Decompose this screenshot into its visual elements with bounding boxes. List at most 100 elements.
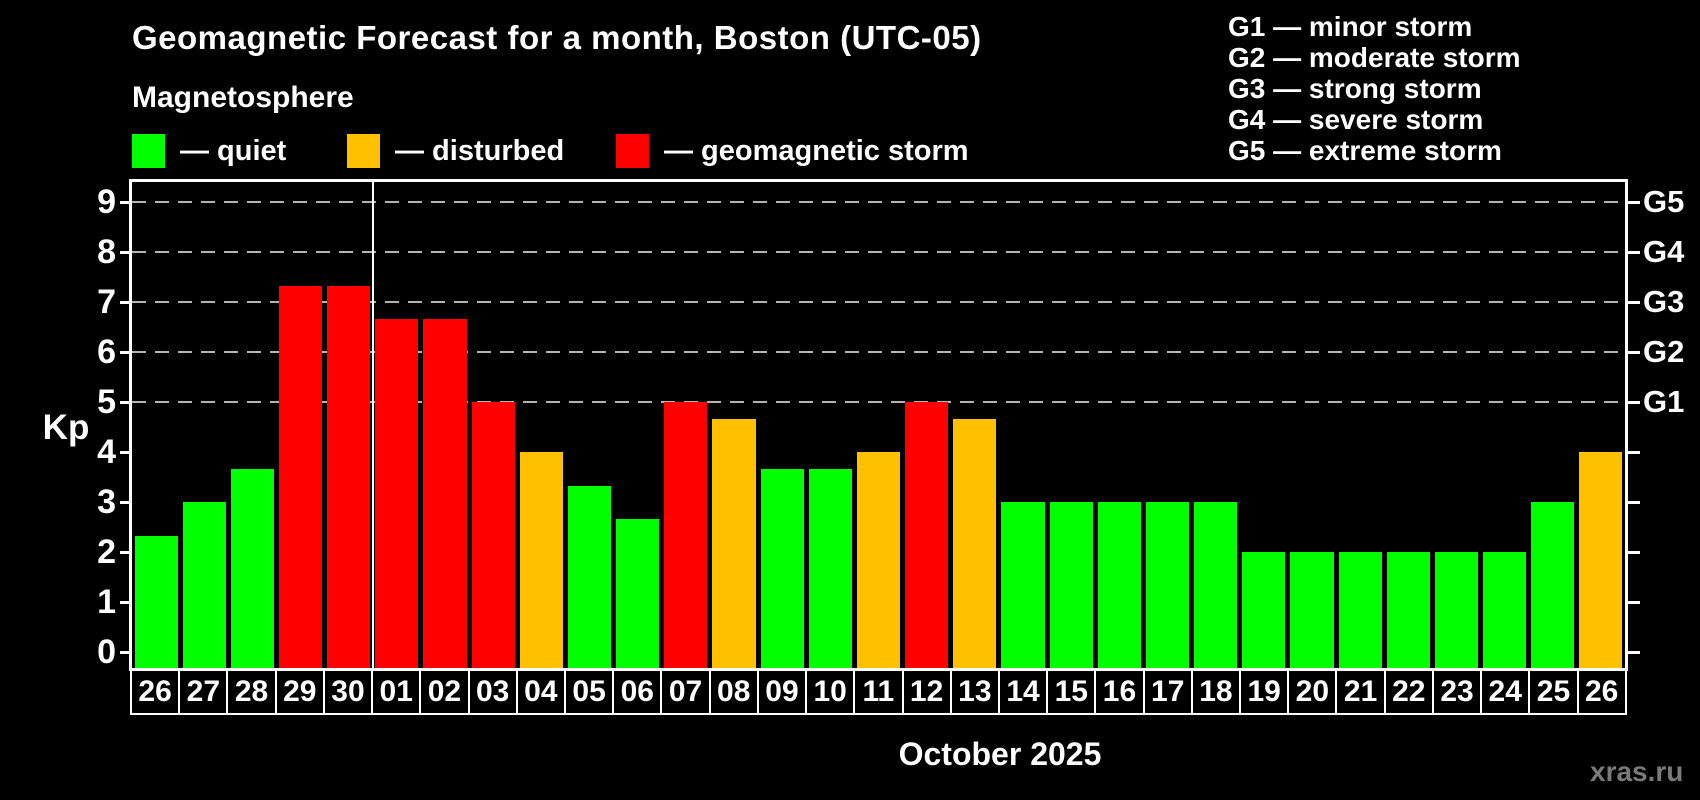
y-axis-label-3: 3 [97, 483, 116, 521]
day-cell-3: 29 [274, 668, 325, 715]
gridline-kp-5 [132, 401, 1625, 403]
day-cell-30: 26 [1576, 668, 1627, 715]
bar-11-day-07 [664, 402, 708, 668]
day-cell-0: 26 [130, 668, 181, 715]
bar-18-day-14 [1001, 502, 1045, 668]
bar-23-day-19 [1242, 552, 1286, 668]
right-axis-label-g5: G5 [1643, 184, 1685, 219]
day-cell-12: 08 [708, 668, 759, 715]
day-cell-20: 16 [1094, 668, 1145, 715]
y-axis-label-7: 7 [97, 283, 116, 321]
y-axis-title: Kp [42, 408, 90, 447]
right-axis-label-g2: G2 [1643, 334, 1685, 369]
day-cell-16: 12 [901, 668, 952, 715]
day-cell-10: 06 [612, 668, 663, 715]
bar-21-day-17 [1145, 502, 1190, 668]
bar-14-day-10 [808, 468, 852, 668]
day-cell-4: 30 [322, 668, 374, 715]
quiet-color-swatch [132, 134, 165, 168]
y-tick-left-8 [120, 250, 132, 254]
day-cell-19: 15 [1046, 668, 1097, 715]
legend-label-storm: — geomagnetic storm [664, 134, 969, 167]
day-cell-23: 19 [1239, 668, 1290, 715]
bar-24-day-20 [1290, 552, 1334, 668]
chart-subtitle: Magnetosphere [132, 81, 354, 114]
day-cell-22: 18 [1190, 668, 1242, 715]
day-cell-21: 17 [1142, 668, 1193, 715]
gridline-kp-7 [132, 301, 1625, 303]
x-axis-month-label: October 2025 [898, 736, 1102, 772]
bar-22-day-18 [1194, 502, 1238, 668]
y-tick-right-2 [1628, 550, 1640, 554]
gridline-kp-8 [132, 251, 1625, 253]
y-axis-label-5: 5 [97, 383, 116, 421]
legend-item-quiet: — quiet [132, 134, 286, 168]
bar-15-day-11 [856, 452, 901, 668]
x-axis-day-labels: 26 27 28 29 30 01 02 03 04 05 06 07 08 09 10 11 12 13 14 15… [130, 668, 1627, 715]
gridline-kp-9 [132, 201, 1625, 203]
y-tick-right-0 [1628, 650, 1640, 654]
bar-4-day-30 [327, 285, 371, 668]
bar-17-day-13 [953, 418, 997, 668]
y-axis-label-0: 0 [97, 633, 116, 671]
right-axis-label-g4: G4 [1643, 234, 1685, 269]
gridline-kp-6 [132, 351, 1625, 353]
y-axis-label-9: 9 [97, 183, 116, 221]
storm-scale-g1: G1 — minor storm [1228, 11, 1473, 42]
storm-color-swatch [616, 134, 649, 168]
plot-area [132, 182, 1625, 668]
day-cell-18: 14 [997, 668, 1049, 715]
day-cell-7: 03 [467, 668, 518, 715]
bar-8-day-04 [519, 452, 563, 668]
storm-scale-legend: G1 — minor storm G2 — moderate storm G3 … [1228, 11, 1521, 166]
day-cell-6: 02 [419, 668, 470, 715]
bar-20-day-16 [1097, 502, 1141, 668]
bar-3-day-29 [278, 285, 323, 668]
y-tick-right-9 [1628, 200, 1640, 204]
y-tick-left-1 [120, 600, 132, 604]
day-cell-26: 22 [1383, 668, 1434, 715]
legend-item-disturbed: — disturbed [347, 134, 564, 168]
storm-scale-g5: G5 — extreme storm [1228, 135, 1502, 166]
day-cell-13: 09 [756, 668, 808, 715]
y-tick-left-9 [120, 200, 132, 204]
bar-28-day-24 [1483, 552, 1527, 668]
y-tick-right-5 [1628, 400, 1640, 404]
day-cell-24: 20 [1287, 668, 1338, 715]
legend-label-quiet: — quiet [180, 134, 287, 167]
legend-item-storm: — geomagnetic storm [616, 134, 969, 168]
bar-30-day-26 [1579, 452, 1623, 668]
y-tick-left-4 [120, 450, 132, 454]
day-cell-17: 13 [949, 668, 1000, 715]
y-tick-right-4 [1628, 450, 1640, 454]
y-tick-left-7 [120, 300, 132, 304]
bar-12-day-08 [712, 418, 756, 668]
bar-13-day-09 [760, 468, 804, 668]
bar-29-day-25 [1531, 502, 1575, 668]
chart-title: Geomagnetic Forecast for a month, Boston… [132, 19, 982, 56]
y-axis-label-4: 4 [97, 433, 116, 471]
bar-19-day-15 [1049, 502, 1093, 668]
day-cell-25: 21 [1335, 668, 1386, 715]
day-cell-2: 28 [226, 668, 277, 715]
day-cell-11: 07 [660, 668, 711, 715]
storm-scale-g4: G4 — severe storm [1228, 104, 1484, 135]
month-boundary-line [371, 182, 374, 668]
y-tick-left-5 [120, 400, 132, 404]
day-cell-9: 05 [563, 668, 615, 715]
day-cell-15: 11 [853, 668, 904, 715]
y-tick-right-3 [1628, 500, 1640, 504]
y-tick-right-7 [1628, 300, 1640, 304]
right-axis-label-g1: G1 [1643, 384, 1685, 419]
bar-6-day-02 [423, 318, 467, 668]
y-tick-right-1 [1628, 600, 1640, 604]
y-axis-label-2: 2 [97, 533, 116, 571]
bar-5-day-01 [375, 318, 419, 668]
day-cell-8: 04 [515, 668, 566, 715]
right-axis-label-g3: G3 [1643, 284, 1685, 319]
day-cell-29: 25 [1528, 668, 1579, 715]
bar-1-day-27 [182, 502, 226, 668]
storm-scale-g3: G3 — strong storm [1228, 73, 1482, 104]
storm-scale-g2: G2 — moderate storm [1228, 42, 1521, 73]
